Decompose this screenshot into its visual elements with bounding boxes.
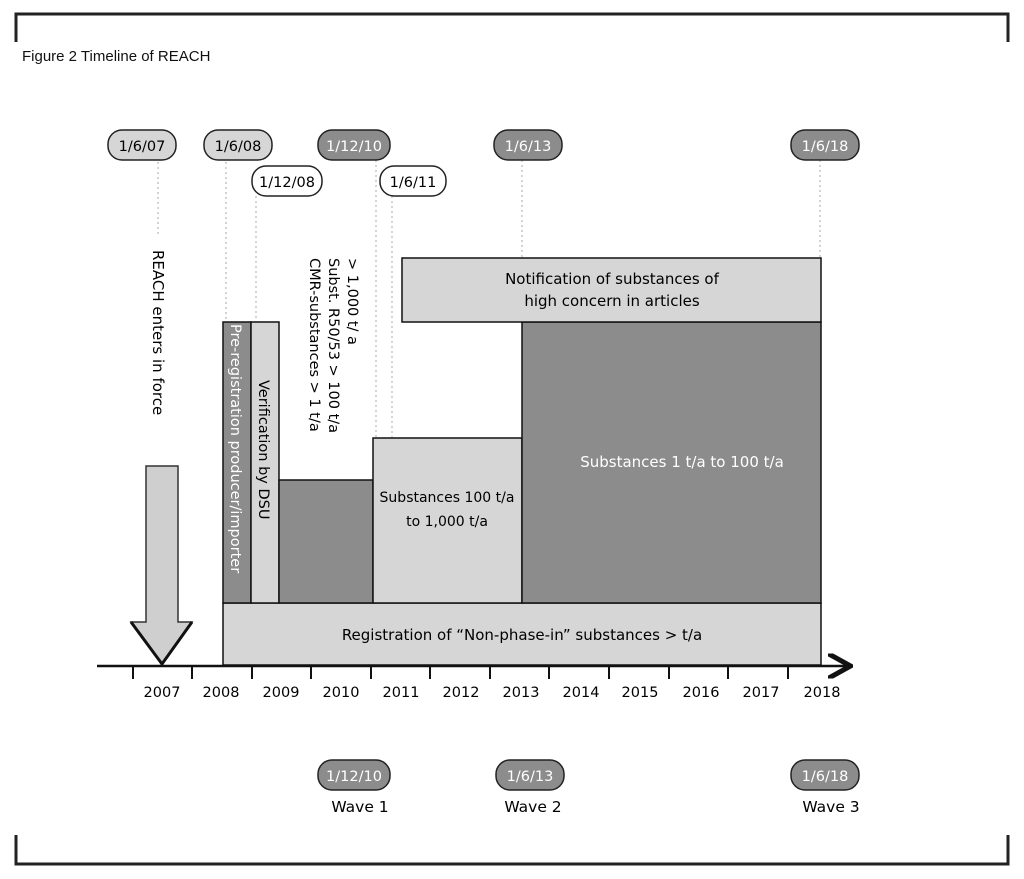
year-label: 2016 xyxy=(683,685,720,701)
figure-caption: Figure 2 Timeline of REACH xyxy=(22,48,211,65)
year-label: 2013 xyxy=(503,685,540,701)
substances-100-line: Substances 100 t/a xyxy=(380,490,515,506)
date-badge-2: 1/6/08 xyxy=(203,129,273,161)
year-label: 2017 xyxy=(743,685,780,701)
verification-bar xyxy=(250,321,280,604)
year-label: 2010 xyxy=(323,685,360,701)
wave-date: 1/6/13 xyxy=(507,769,554,785)
year-ticks xyxy=(132,666,789,679)
date-badge-text: 1/6/11 xyxy=(390,175,437,191)
guide-lines xyxy=(157,160,821,438)
date-badge-text: 1/6/07 xyxy=(119,139,166,155)
wave1-criteria: > 1,000 t/ a Subst. R50/53 > 100 t/a CMR… xyxy=(306,258,360,433)
wave1-block xyxy=(278,479,374,604)
date-badge-text: 1/12/10 xyxy=(326,139,382,155)
substances-100-line: to 1,000 t/a xyxy=(406,514,488,530)
wave-label: Wave 3 xyxy=(802,798,859,816)
wave-1: 1/12/10 Wave 1 xyxy=(317,759,391,816)
year-label: 2007 xyxy=(144,685,181,701)
wave-label: Wave 2 xyxy=(504,798,561,816)
reach-arrow-tip xyxy=(129,621,194,667)
year-label: 2014 xyxy=(563,685,600,701)
date-badge-7: 1/6/18 xyxy=(790,129,860,161)
year-label: 2009 xyxy=(263,685,300,701)
year-label: 2015 xyxy=(622,685,659,701)
date-badge-1: 1/6/07 xyxy=(107,129,177,161)
wave1-criterion: > 1,000 t/ a xyxy=(344,258,360,345)
notification-line: Notification of substances of xyxy=(505,270,720,288)
wave1-criterion: CMR-substances > 1 t/a xyxy=(306,258,322,432)
year-labels: 2007 2008 2009 2010 2011 2012 2013 2014 … xyxy=(144,685,841,701)
date-badge-text: 1/6/18 xyxy=(802,139,849,155)
registration-label: Registration of “Non-phase-in” substance… xyxy=(342,626,702,644)
year-label: 2011 xyxy=(383,685,420,701)
date-badge-text: 1/6/08 xyxy=(215,139,262,155)
substances-1-label: Substances 1 t/a to 100 t/a xyxy=(580,453,784,471)
notification-bar xyxy=(401,257,822,323)
wave1-criterion: Subst. R50/53 > 100 t/a xyxy=(325,258,341,433)
wave-date: 1/6/18 xyxy=(802,769,849,785)
verification-label: Verification by DSU xyxy=(255,380,271,519)
date-badge-5: 1/6/11 xyxy=(379,165,447,197)
year-label: 2018 xyxy=(804,685,841,701)
notification-line: high concern in articles xyxy=(524,292,700,310)
substances-1-block xyxy=(521,321,822,604)
wave-date: 1/12/10 xyxy=(326,769,382,785)
date-badge-6: 1/6/13 xyxy=(493,129,563,161)
wave-3: 1/6/18 Wave 3 xyxy=(790,759,860,816)
date-badge-4: 1/12/10 xyxy=(317,129,391,161)
year-label: 2008 xyxy=(203,685,240,701)
date-badge-text: 1/12/08 xyxy=(259,175,315,191)
wave-label: Wave 1 xyxy=(331,798,388,816)
substances-100-block xyxy=(372,437,523,604)
year-label: 2012 xyxy=(443,685,480,701)
date-badge-text: 1/6/13 xyxy=(505,139,552,155)
reach-label: REACH enters in force xyxy=(149,250,167,415)
wave-2: 1/6/13 Wave 2 xyxy=(495,759,565,816)
date-badge-3: 1/12/08 xyxy=(251,165,323,197)
preregistration-label: Pre-registration producer/importer xyxy=(227,324,243,573)
